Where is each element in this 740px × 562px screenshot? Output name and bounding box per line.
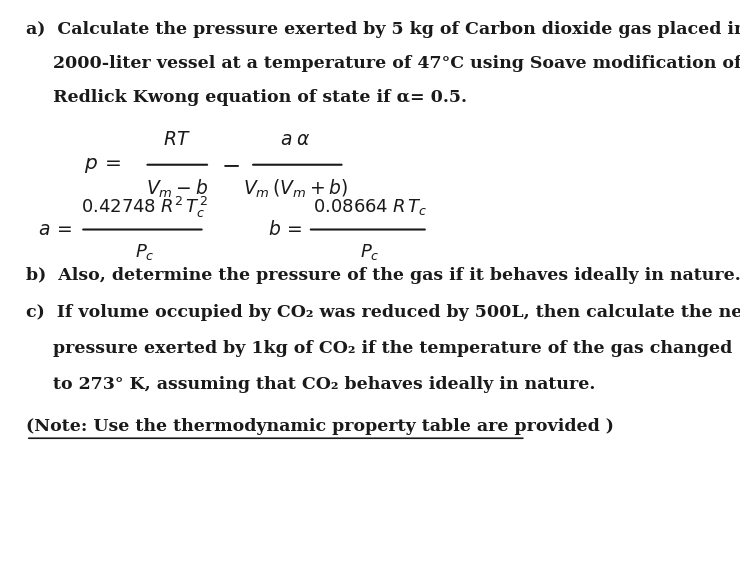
Text: $P_c$: $P_c$ — [135, 242, 155, 262]
Text: $b\,=$: $b\,=$ — [268, 220, 303, 239]
Text: $p\,=$: $p\,=$ — [84, 155, 121, 175]
Text: a)  Calculate the pressure exerted by 5 kg of Carbon dioxide gas placed in a: a) Calculate the pressure exerted by 5 k… — [26, 21, 740, 38]
Text: Redlick Kwong equation of state if α= 0.5.: Redlick Kwong equation of state if α= 0.… — [53, 89, 467, 106]
Text: to 273° K, assuming that CO₂ behaves ideally in nature.: to 273° K, assuming that CO₂ behaves ide… — [53, 376, 596, 393]
Text: 2000-liter vessel at a temperature of 47°C using Soave modification of: 2000-liter vessel at a temperature of 47… — [53, 55, 740, 72]
Text: $-$: $-$ — [221, 154, 240, 176]
Text: $P_c$: $P_c$ — [360, 242, 380, 262]
Text: $0.08664\;R\,T_c$: $0.08664\;R\,T_c$ — [313, 197, 427, 217]
Text: c)  If volume occupied by CO₂ was reduced by 500L, then calculate the new: c) If volume occupied by CO₂ was reduced… — [26, 304, 740, 321]
Text: pressure exerted by 1kg of CO₂ if the temperature of the gas changed: pressure exerted by 1kg of CO₂ if the te… — [53, 340, 733, 357]
Text: $V_m\,(V_m + b)$: $V_m\,(V_m + b)$ — [243, 178, 348, 200]
Text: $a\;\alpha$: $a\;\alpha$ — [280, 132, 311, 149]
Text: $a\,=$: $a\,=$ — [38, 220, 73, 238]
Text: $V_m - b$: $V_m - b$ — [147, 178, 209, 200]
Text: $0.42748\;R^2\,T_c^{\,2}$: $0.42748\;R^2\,T_c^{\,2}$ — [81, 195, 209, 220]
Text: b)  Also, determine the pressure of the gas if it behaves ideally in nature.: b) Also, determine the pressure of the g… — [26, 267, 740, 284]
Text: (Note: Use the thermodynamic property table are provided ): (Note: Use the thermodynamic property ta… — [26, 418, 613, 434]
Text: $RT$: $RT$ — [164, 132, 191, 149]
